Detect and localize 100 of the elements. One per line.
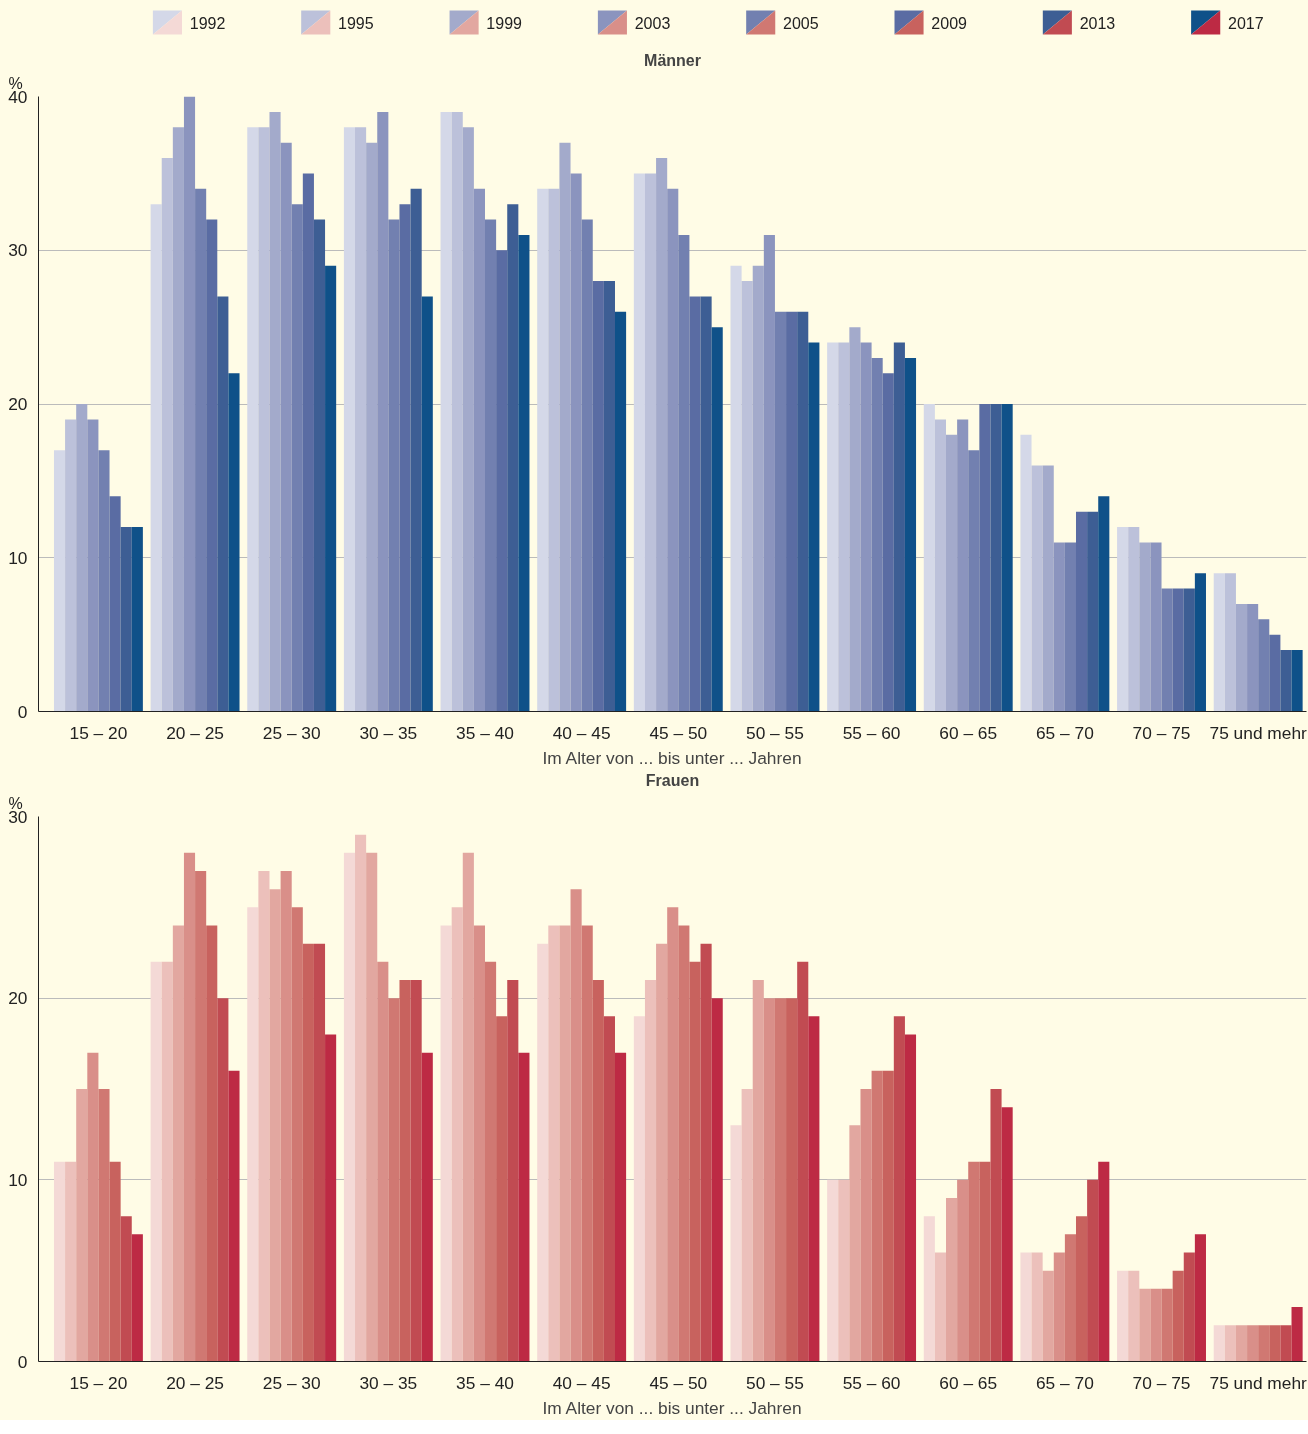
bar — [1098, 1161, 1110, 1362]
bar — [1087, 1179, 1099, 1362]
bar — [421, 1052, 433, 1362]
bar — [280, 142, 292, 712]
bar — [730, 265, 742, 712]
bar — [440, 111, 452, 712]
y-tick-label: 0 — [17, 1351, 28, 1372]
bar — [1213, 1325, 1225, 1362]
bar — [1001, 1107, 1013, 1362]
bar — [1291, 1307, 1303, 1362]
bar — [934, 419, 947, 712]
bar — [258, 871, 270, 1362]
bar — [797, 311, 809, 712]
bar — [120, 1216, 132, 1362]
x-tick-label: 55 – 60 — [842, 1372, 901, 1393]
bar — [1020, 434, 1032, 712]
bar — [451, 907, 463, 1362]
bar — [421, 296, 433, 712]
bar — [741, 281, 753, 712]
bar — [1224, 1325, 1236, 1362]
bar — [183, 852, 196, 1362]
bar — [774, 998, 787, 1362]
bar — [399, 204, 411, 712]
bar — [1076, 1216, 1088, 1362]
bar — [269, 889, 281, 1362]
bar — [507, 980, 519, 1362]
bar — [957, 1179, 969, 1362]
y-tick-label: 10 — [8, 1169, 28, 1190]
bar — [786, 998, 798, 1362]
bar — [838, 342, 850, 712]
bar — [633, 1016, 645, 1362]
bar — [808, 1016, 820, 1362]
bar — [882, 373, 894, 712]
bar — [678, 925, 690, 1362]
bar — [1042, 465, 1054, 712]
bar — [644, 173, 657, 712]
bar — [1247, 603, 1259, 712]
bar — [343, 127, 356, 712]
bar — [377, 111, 389, 712]
bar — [581, 219, 593, 712]
x-tick-label: 50 – 55 — [746, 1372, 804, 1393]
x-tick-label: 15 – 20 — [69, 1372, 128, 1393]
legend-label: 2003 — [634, 14, 671, 32]
bar — [711, 327, 723, 712]
bar — [507, 204, 519, 712]
x-tick-label: 35 – 40 — [456, 1372, 514, 1393]
bar — [98, 1089, 110, 1362]
bar — [1213, 573, 1225, 712]
bar — [131, 1234, 143, 1362]
bar — [1139, 1288, 1151, 1362]
bar — [797, 961, 809, 1362]
bar — [87, 419, 99, 712]
x-tick-label: 25 – 30 — [262, 722, 321, 743]
x-tick-label: 40 – 45 — [552, 722, 611, 743]
bar — [893, 342, 905, 712]
bar — [462, 127, 474, 712]
bar — [1150, 1288, 1162, 1362]
bar — [65, 419, 77, 712]
bar — [882, 1070, 894, 1362]
bar — [1031, 1252, 1043, 1362]
x-axis-title: Im Alter von ... bis unter ... Jahren — [542, 747, 802, 768]
bar — [280, 871, 292, 1362]
bar — [1280, 1325, 1292, 1362]
bar — [904, 357, 917, 712]
bar — [377, 961, 389, 1362]
bar — [1258, 1325, 1270, 1362]
bar — [633, 173, 645, 712]
bar — [217, 296, 229, 712]
bar — [76, 1089, 88, 1362]
bar — [656, 158, 668, 712]
bar — [172, 925, 184, 1362]
bar — [1280, 650, 1292, 712]
bar — [473, 188, 486, 712]
bar — [355, 127, 367, 712]
bar — [808, 342, 820, 712]
bar — [827, 342, 839, 712]
bar — [410, 980, 422, 1362]
bar — [656, 943, 668, 1362]
x-tick-label: 70 – 75 — [1132, 1372, 1191, 1393]
bar — [537, 188, 549, 712]
y-tick-label: 20 — [8, 394, 28, 414]
bar — [518, 234, 530, 712]
bar — [1128, 1270, 1140, 1362]
bar — [1139, 542, 1151, 712]
bar — [871, 357, 883, 712]
bar — [700, 296, 712, 712]
bar — [109, 1161, 121, 1362]
bar — [615, 311, 627, 712]
bar — [752, 265, 764, 712]
bar — [195, 871, 207, 1362]
bar — [1161, 1288, 1173, 1362]
bar — [711, 998, 723, 1362]
bar — [603, 1016, 615, 1362]
bar — [473, 925, 486, 1362]
x-tick-label: 60 – 65 — [939, 1372, 998, 1393]
bar — [548, 925, 560, 1362]
bar — [1064, 1234, 1076, 1362]
bar — [667, 188, 679, 712]
bar — [410, 188, 422, 712]
bar — [247, 907, 259, 1362]
